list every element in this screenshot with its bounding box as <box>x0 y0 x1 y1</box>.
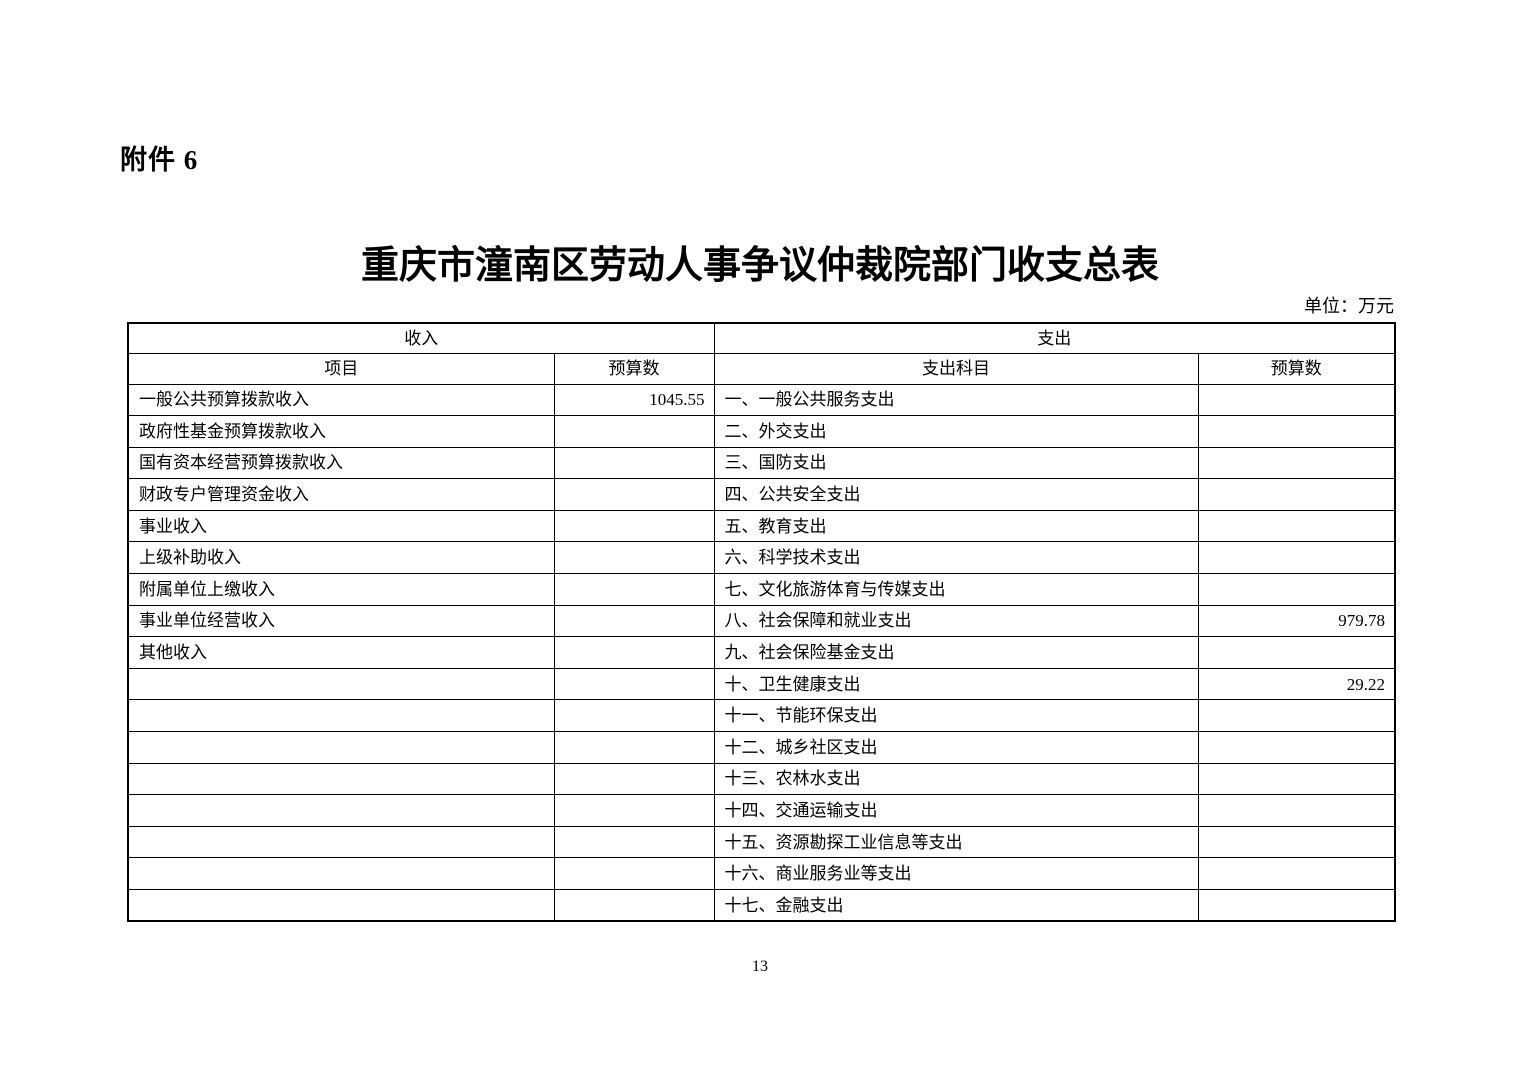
income-item-cell: 国有资本经营预算拨款收入 <box>127 446 555 480</box>
income-budget-cell <box>553 446 715 480</box>
expense-item-cell: 五、教育支出 <box>713 509 1199 543</box>
income-budget-cell <box>553 762 715 796</box>
table-row: 一般公共预算拨款收入 1045.55 一、一般公共服务支出 <box>127 383 1396 417</box>
income-budget-cell <box>553 731 715 764</box>
expense-item-cell: 十六、商业服务业等支出 <box>713 857 1199 890</box>
income-item-cell: 上级补助收入 <box>127 541 555 575</box>
income-item-cell: 一般公共预算拨款收入 <box>127 383 555 417</box>
income-budget-cell <box>553 478 715 511</box>
expense-item-cell: 十五、资源勘探工业信息等支出 <box>713 825 1199 859</box>
expense-budget-cell <box>1197 731 1396 764</box>
income-item-cell: 政府性基金预算拨款收入 <box>127 415 555 448</box>
expense-item-cell: 九、社会保险基金支出 <box>713 636 1199 669</box>
income-budget-cell: 1045.55 <box>553 383 715 417</box>
table-row: 事业收入 五、教育支出 <box>127 509 1396 543</box>
expense-section-header: 支出 <box>713 322 1396 354</box>
income-item-cell <box>127 731 555 764</box>
income-item-cell: 事业单位经营收入 <box>127 604 555 638</box>
expense-item-cell: 十三、农林水支出 <box>713 762 1199 796</box>
section-header-row: 收入 支出 <box>127 322 1396 354</box>
expense-budget-cell <box>1197 889 1396 922</box>
expense-item-cell: 十二、城乡社区支出 <box>713 731 1199 764</box>
expense-budget-cell <box>1197 415 1396 448</box>
income-budget-cell <box>553 573 715 606</box>
expense-item-cell: 八、社会保障和就业支出 <box>713 604 1199 638</box>
table-row: 财政专户管理资金收入 四、公共安全支出 <box>127 478 1396 511</box>
table-row: 十六、商业服务业等支出 <box>127 857 1396 890</box>
expense-budget-column-header: 预算数 <box>1197 352 1396 385</box>
expense-budget-cell <box>1197 478 1396 511</box>
income-budget-cell <box>553 667 715 701</box>
expense-item-cell: 十、卫生健康支出 <box>713 667 1199 701</box>
expense-item-cell: 一、一般公共服务支出 <box>713 383 1199 417</box>
income-item-cell <box>127 825 555 859</box>
table-row: 十一、节能环保支出 <box>127 699 1396 733</box>
expense-item-cell: 三、国防支出 <box>713 446 1199 480</box>
expense-budget-cell <box>1197 446 1396 480</box>
unit-note: 单位：万元 <box>1304 296 1394 316</box>
income-budget-cell <box>553 794 715 827</box>
income-item-cell <box>127 699 555 733</box>
table-row: 事业单位经营收入 八、社会保障和就业支出 979.78 <box>127 604 1396 638</box>
income-item-cell <box>127 667 555 701</box>
income-item-column-header: 项目 <box>127 352 555 385</box>
expense-budget-cell <box>1197 699 1396 733</box>
income-budget-cell <box>553 825 715 859</box>
income-item-cell: 其他收入 <box>127 636 555 669</box>
table-row: 十七、金融支出 <box>127 889 1396 922</box>
expense-budget-cell <box>1197 509 1396 543</box>
income-budget-cell <box>553 604 715 638</box>
income-item-cell: 事业收入 <box>127 509 555 543</box>
income-section-header: 收入 <box>127 322 715 354</box>
budget-table: 收入 支出 项目 预算数 支出科目 预算数 一般公共预算拨款收入 1045.55… <box>127 322 1396 923</box>
expense-item-cell: 七、文化旅游体育与传媒支出 <box>713 573 1199 606</box>
income-item-cell <box>127 857 555 890</box>
expense-budget-cell <box>1197 573 1396 606</box>
expense-budget-cell <box>1197 541 1396 575</box>
expense-budget-cell: 29.22 <box>1197 667 1396 701</box>
table-row: 国有资本经营预算拨款收入 三、国防支出 <box>127 446 1396 480</box>
income-item-cell: 附属单位上缴收入 <box>127 573 555 606</box>
expense-budget-cell <box>1197 794 1396 827</box>
table-row: 政府性基金预算拨款收入 二、外交支出 <box>127 415 1396 448</box>
income-item-cell <box>127 889 555 922</box>
expense-item-column-header: 支出科目 <box>713 352 1199 385</box>
income-budget-cell <box>553 636 715 669</box>
income-budget-cell <box>553 699 715 733</box>
income-budget-column-header: 预算数 <box>553 352 715 385</box>
expense-item-cell: 十一、节能环保支出 <box>713 699 1199 733</box>
expense-budget-cell <box>1197 383 1396 417</box>
income-budget-cell <box>553 541 715 575</box>
table-row: 十三、农林水支出 <box>127 762 1396 796</box>
income-budget-cell <box>553 857 715 890</box>
income-budget-cell <box>553 415 715 448</box>
expense-budget-cell: 979.78 <box>1197 604 1396 638</box>
expense-budget-cell <box>1197 636 1396 669</box>
table-row: 十四、交通运输支出 <box>127 794 1396 827</box>
column-header-row: 项目 预算数 支出科目 预算数 <box>127 352 1396 385</box>
income-item-cell <box>127 762 555 796</box>
expense-item-cell: 二、外交支出 <box>713 415 1199 448</box>
expense-item-cell: 十七、金融支出 <box>713 889 1199 922</box>
table-row: 十五、资源勘探工业信息等支出 <box>127 825 1396 859</box>
income-budget-cell <box>553 889 715 922</box>
expense-item-cell: 六、科学技术支出 <box>713 541 1199 575</box>
table-row: 其他收入 九、社会保险基金支出 <box>127 636 1396 669</box>
income-item-cell: 财政专户管理资金收入 <box>127 478 555 511</box>
attachment-label: 附件 6 <box>120 145 199 175</box>
table-row: 十二、城乡社区支出 <box>127 731 1396 764</box>
income-item-cell <box>127 794 555 827</box>
table-row: 附属单位上缴收入 七、文化旅游体育与传媒支出 <box>127 573 1396 606</box>
expense-budget-cell <box>1197 762 1396 796</box>
expense-item-cell: 四、公共安全支出 <box>713 478 1199 511</box>
table-row: 十、卫生健康支出 29.22 <box>127 667 1396 701</box>
expense-budget-cell <box>1197 857 1396 890</box>
page-title: 重庆市潼南区劳动人事争议仲裁院部门收支总表 <box>360 245 1159 287</box>
expense-item-cell: 十四、交通运输支出 <box>713 794 1199 827</box>
table-row: 上级补助收入 六、科学技术支出 <box>127 541 1396 575</box>
income-budget-cell <box>553 509 715 543</box>
expense-budget-cell <box>1197 825 1396 859</box>
page-number: 13 <box>752 958 768 975</box>
